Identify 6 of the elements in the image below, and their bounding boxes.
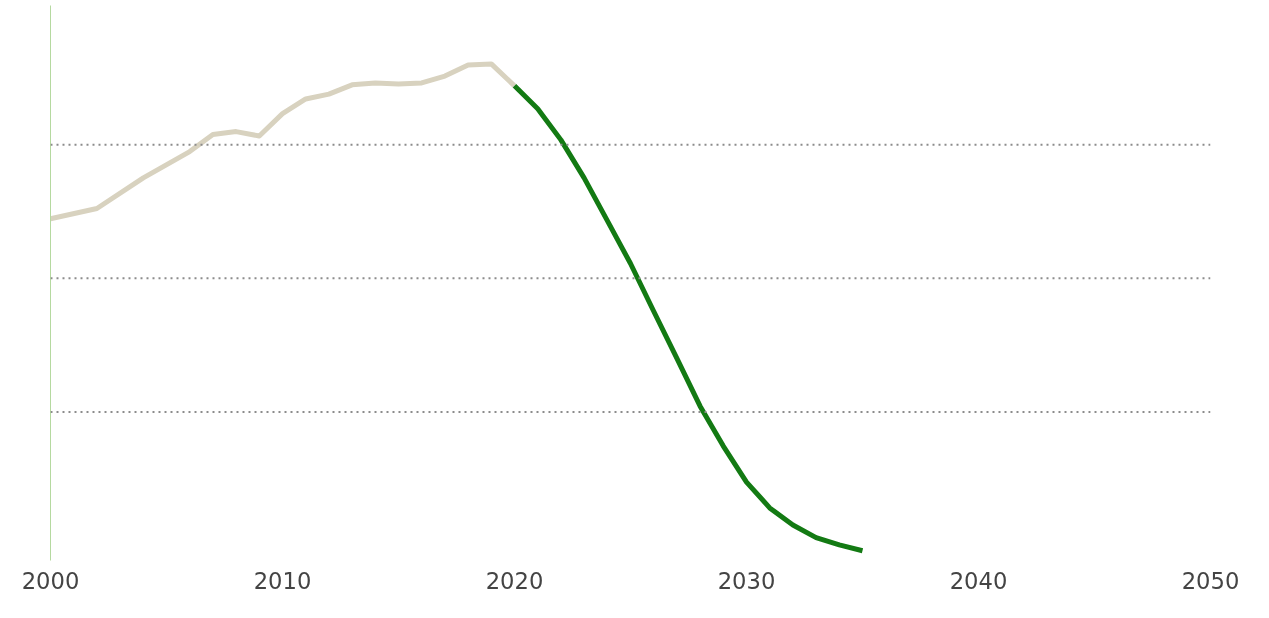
x-tick-label: 2000: [21, 567, 80, 594]
x-tick-label: 2010: [253, 567, 312, 594]
x-tick-label: 2050: [1181, 567, 1240, 594]
x-tick-label: 2020: [485, 567, 544, 594]
x-tick-label: 2030: [717, 567, 776, 594]
x-tick-label: 2040: [949, 567, 1008, 594]
